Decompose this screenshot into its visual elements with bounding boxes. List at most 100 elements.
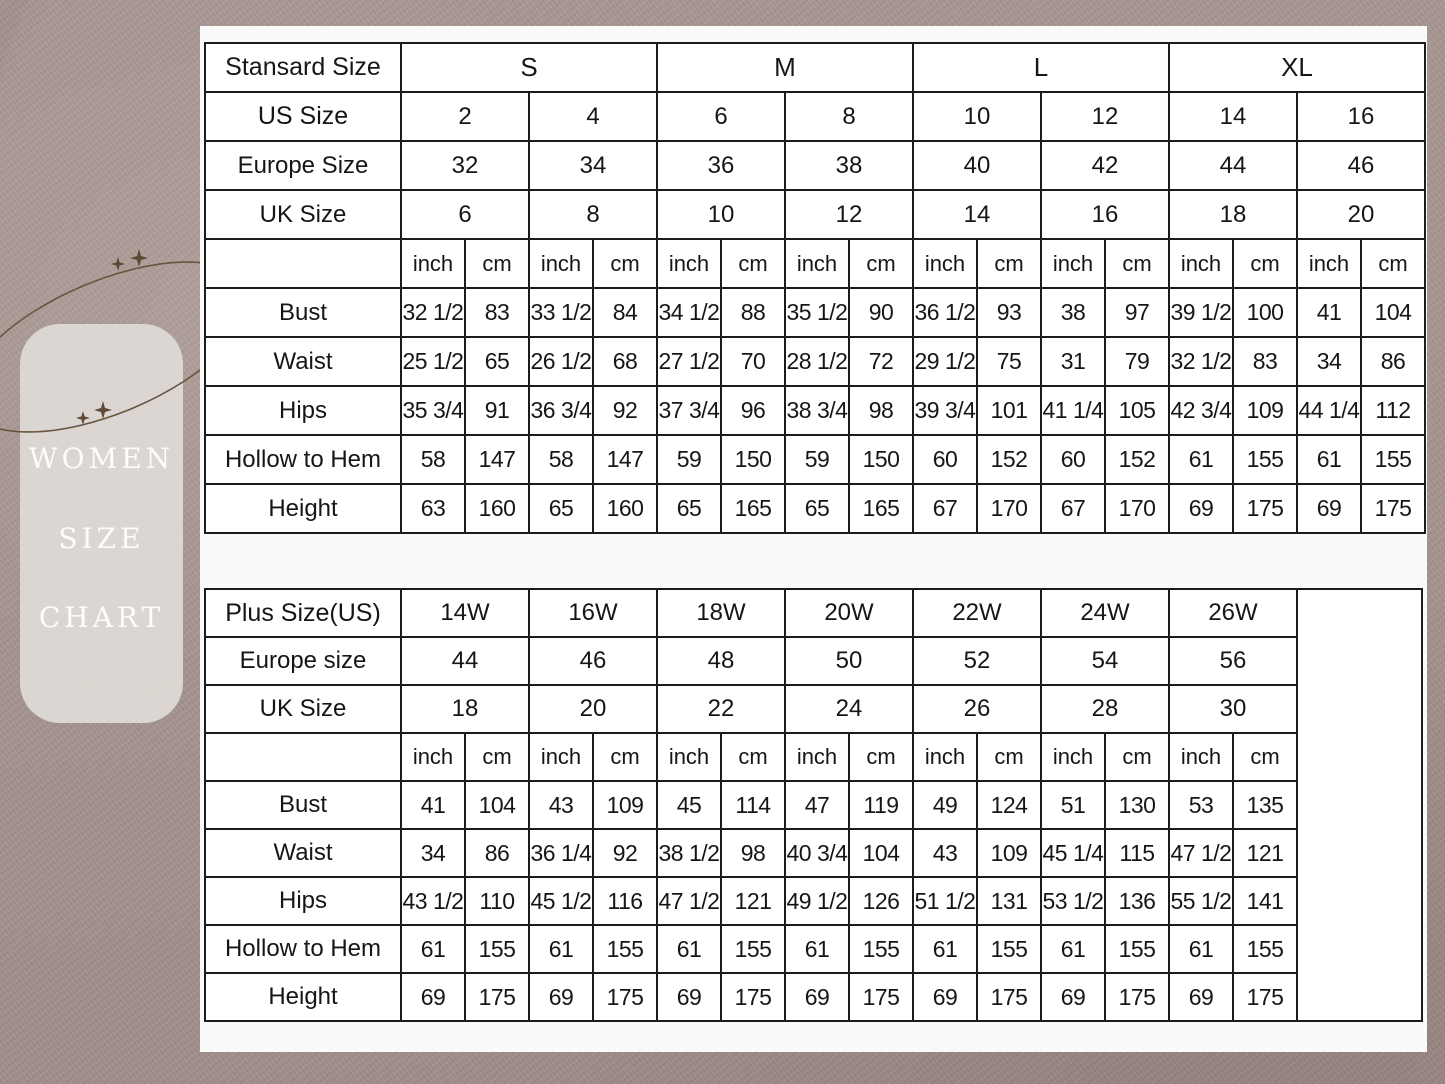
value-cell: 43 <box>528 780 594 830</box>
value-cell: 67 <box>912 483 978 534</box>
size-cell: 16 <box>1040 189 1170 240</box>
size-cell: 20 <box>528 684 658 734</box>
size-cell: 10 <box>912 91 1042 142</box>
unit-cell: cm <box>464 732 530 782</box>
size-cell: 46 <box>528 636 658 686</box>
value-cell: 69 <box>1168 483 1234 534</box>
value-cell: 90 <box>848 287 914 338</box>
value-cell: 41 <box>1296 287 1362 338</box>
value-cell: 175 <box>1360 483 1426 534</box>
value-cell: 68 <box>592 336 658 387</box>
value-cell: 155 <box>1232 434 1298 485</box>
value-cell: 136 <box>1104 876 1170 926</box>
value-cell: 61 <box>1168 924 1234 974</box>
value-cell: 150 <box>848 434 914 485</box>
value-cell: 61 <box>1296 434 1362 485</box>
value-cell: 100 <box>1232 287 1298 338</box>
value-cell: 35 3/4 <box>400 385 466 436</box>
value-cell: 60 <box>912 434 978 485</box>
value-cell: 43 <box>912 828 978 878</box>
value-cell: 37 3/4 <box>656 385 722 436</box>
size-cell: 52 <box>912 636 1042 686</box>
value-cell: 175 <box>720 972 786 1022</box>
value-cell: 135 <box>1232 780 1298 830</box>
size-cell: 38 <box>784 140 914 191</box>
unit-cell: inch <box>400 732 466 782</box>
value-cell: 36 3/4 <box>528 385 594 436</box>
value-cell: 36 1/4 <box>528 828 594 878</box>
value-cell: 175 <box>592 972 658 1022</box>
value-cell: 45 1/2 <box>528 876 594 926</box>
value-cell: 65 <box>656 483 722 534</box>
value-cell: 34 <box>400 828 466 878</box>
value-cell: 59 <box>784 434 850 485</box>
value-cell: 65 <box>784 483 850 534</box>
size-cell: 12 <box>1040 91 1170 142</box>
value-cell: 34 1/2 <box>656 287 722 338</box>
value-cell: 42 3/4 <box>1168 385 1234 436</box>
unit-cell: cm <box>976 732 1042 782</box>
row-label-cell: Hollow to Hem <box>204 924 402 974</box>
unit-cell: cm <box>464 238 530 289</box>
value-cell: 175 <box>848 972 914 1022</box>
value-cell: 36 1/2 <box>912 287 978 338</box>
size-cell: 26 <box>912 684 1042 734</box>
unit-cell: inch <box>528 732 594 782</box>
unit-cell: inch <box>656 238 722 289</box>
size-cell: 22W <box>912 588 1042 638</box>
size-cell: 30 <box>1168 684 1298 734</box>
size-cell: 18W <box>656 588 786 638</box>
value-cell: 97 <box>1104 287 1170 338</box>
size-cell: 54 <box>1040 636 1170 686</box>
size-cell: 46 <box>1296 140 1426 191</box>
value-cell: 51 <box>1040 780 1106 830</box>
unit-cell: cm <box>592 732 658 782</box>
unit-cell: cm <box>592 238 658 289</box>
size-cell: 44 <box>1168 140 1298 191</box>
value-cell: 98 <box>720 828 786 878</box>
size-cell: 2 <box>400 91 530 142</box>
size-cell: 20 <box>1296 189 1426 240</box>
value-cell: 61 <box>400 924 466 974</box>
value-cell: 152 <box>976 434 1042 485</box>
value-cell: 109 <box>976 828 1042 878</box>
value-cell: 32 1/2 <box>1168 336 1234 387</box>
size-cell: 56 <box>1168 636 1298 686</box>
size-cell: 16 <box>1296 91 1426 142</box>
value-cell: 155 <box>1232 924 1298 974</box>
row-label-cell: UK Size <box>204 189 402 240</box>
value-cell: 79 <box>1104 336 1170 387</box>
size-cell: 36 <box>656 140 786 191</box>
value-cell: 175 <box>1232 483 1298 534</box>
value-cell: 39 1/2 <box>1168 287 1234 338</box>
standard-size-table: Stansard Size S M L XL US Size 2 4 6 8 10 12 14 16 Eur… <box>204 42 1426 534</box>
value-cell: 69 <box>400 972 466 1022</box>
row-label-cell: Europe size <box>204 636 402 686</box>
size-cell: 14 <box>912 189 1042 240</box>
row-label-cell: Bust <box>204 780 402 830</box>
group-header-cell: L <box>912 42 1170 93</box>
size-cell: 10 <box>656 189 786 240</box>
value-cell: 170 <box>1104 483 1170 534</box>
row-label-cell: Hips <box>204 876 402 926</box>
value-cell: 147 <box>464 434 530 485</box>
value-cell: 51 1/2 <box>912 876 978 926</box>
value-cell: 112 <box>1360 385 1426 436</box>
value-cell: 104 <box>464 780 530 830</box>
size-cell: 42 <box>1040 140 1170 191</box>
value-cell: 175 <box>976 972 1042 1022</box>
unit-cell: cm <box>1232 238 1298 289</box>
unit-cell: cm <box>1232 732 1298 782</box>
value-cell: 92 <box>592 828 658 878</box>
value-cell: 121 <box>1232 828 1298 878</box>
group-header-cell: XL <box>1168 42 1426 93</box>
unit-cell: inch <box>1296 238 1362 289</box>
value-cell: 58 <box>400 434 466 485</box>
unit-cell: inch <box>400 238 466 289</box>
size-cell: 22 <box>656 684 786 734</box>
sparkle-icon <box>111 257 125 271</box>
value-cell: 119 <box>848 780 914 830</box>
size-cell: 40 <box>912 140 1042 191</box>
value-cell: 61 <box>784 924 850 974</box>
